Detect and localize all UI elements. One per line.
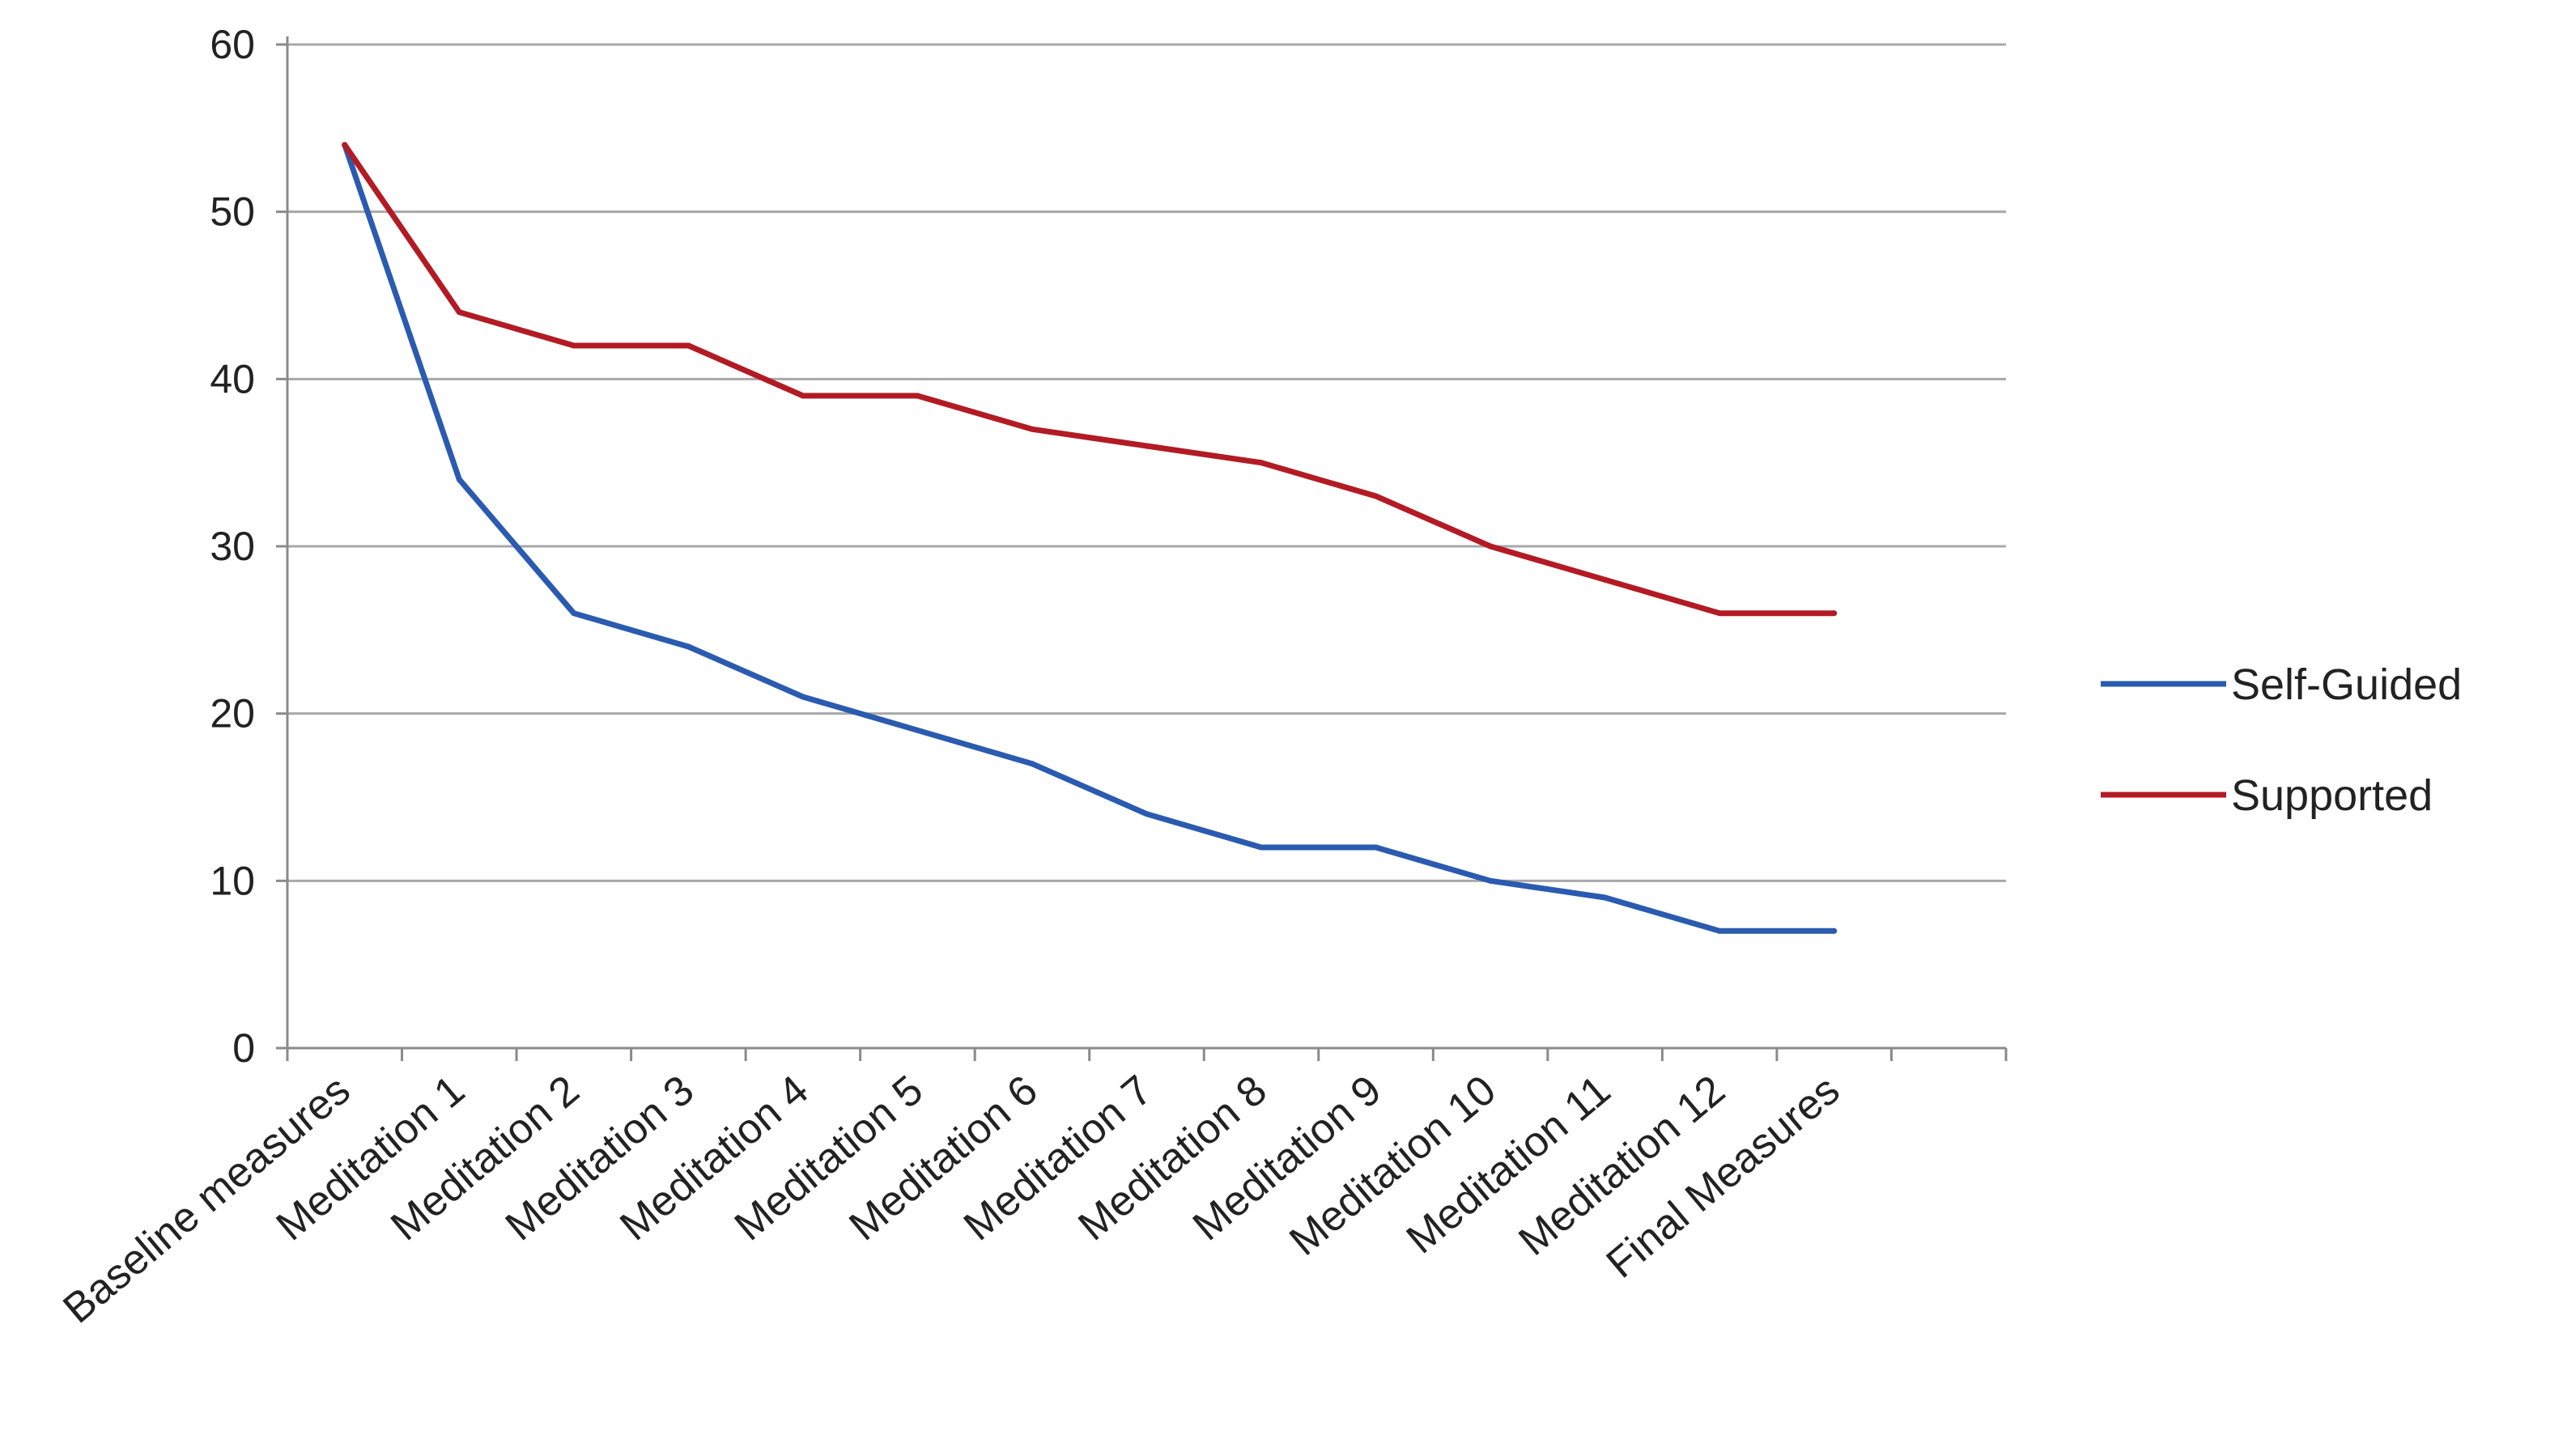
data-point [1831, 928, 1838, 934]
data-point [914, 393, 920, 399]
data-point [571, 610, 577, 617]
y-tick-label: 50 [210, 189, 255, 235]
data-point [1258, 460, 1264, 466]
y-tick-label: 40 [210, 356, 255, 401]
data-point [456, 476, 462, 482]
data-point [1716, 928, 1723, 934]
y-tick-label: 20 [210, 691, 255, 736]
legend: Self-Guided Supported [2101, 660, 2462, 820]
series-line-self-guided [342, 142, 1838, 934]
y-tick-label: 30 [210, 524, 255, 569]
data-point [1602, 894, 1609, 901]
data-point [1716, 610, 1723, 617]
data-point [914, 727, 920, 733]
data-point [800, 694, 806, 700]
data-point [1831, 610, 1838, 617]
y-tick-label: 60 [210, 22, 255, 67]
y-tick-labels: 0 10 20 30 40 50 60 [210, 22, 255, 1071]
data-point [571, 342, 577, 349]
gridlines [287, 43, 2006, 882]
data-point [1602, 576, 1609, 583]
series-line-supported [342, 142, 1838, 617]
data-point [1029, 761, 1035, 767]
data-point [1487, 877, 1494, 884]
legend-label: Self-Guided [2231, 660, 2462, 709]
data-point [1258, 844, 1264, 851]
data-point [1373, 493, 1379, 499]
data-point [685, 643, 691, 650]
series-lines [342, 142, 1838, 934]
data-point [800, 393, 806, 399]
y-tick-label: 0 [232, 1025, 255, 1071]
data-point [1487, 543, 1494, 550]
data-point [685, 342, 691, 349]
data-point [1144, 443, 1150, 449]
y-tick-label: 10 [210, 858, 255, 903]
legend-label: Supported [2231, 771, 2433, 820]
data-point [456, 309, 462, 316]
axes [276, 36, 2008, 1061]
data-point [1029, 426, 1035, 432]
data-point [1373, 844, 1379, 851]
data-point [342, 142, 348, 148]
data-point [1144, 811, 1150, 817]
